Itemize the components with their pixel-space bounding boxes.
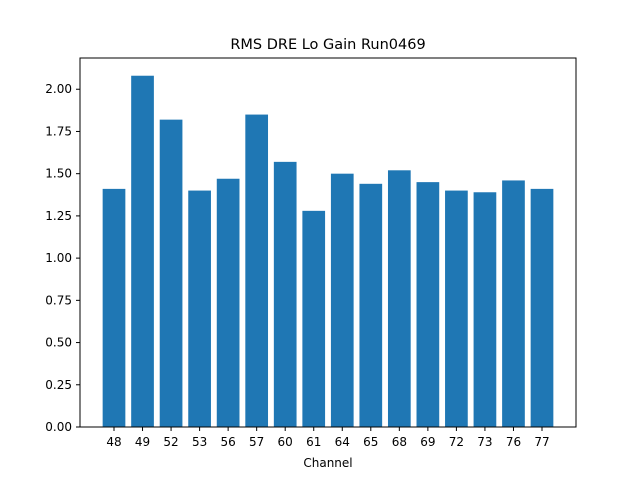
y-tick-label: 0.75 <box>45 293 72 307</box>
bar-channel-61 <box>302 210 326 427</box>
x-tick-label: 64 <box>335 435 350 449</box>
bar-channel-53 <box>188 190 211 427</box>
y-tick-label: 1.25 <box>45 209 72 223</box>
bar-channel-76 <box>502 180 525 427</box>
x-tick-label: 68 <box>392 435 407 449</box>
y-tick-label: 2.00 <box>45 82 72 96</box>
x-tick-label: 72 <box>449 435 464 449</box>
x-tick-label: 76 <box>506 435 521 449</box>
bar-channel-73 <box>473 192 497 427</box>
x-tick-label: 53 <box>192 435 207 449</box>
bar-channel-77 <box>530 188 554 427</box>
bar-channel-69 <box>416 182 440 427</box>
bar-channel-65 <box>359 183 383 427</box>
x-tick-label: 49 <box>135 435 150 449</box>
y-tick-label: 0.00 <box>45 420 72 434</box>
bar-channel-52 <box>159 119 183 427</box>
chart-title: RMS DRE Lo Gain Run0469 <box>230 37 425 53</box>
x-tick-label: 73 <box>477 435 492 449</box>
y-tick-label: 1.00 <box>45 251 72 265</box>
x-tick-label: 48 <box>106 435 121 449</box>
x-axis-ticks: 48 49 52 53 56 57 60 61 64 65 68 69 72 73 76 77 <box>106 427 550 449</box>
x-axis-label: Channel <box>303 456 352 470</box>
bar-channel-60 <box>273 161 297 428</box>
bar-channel-72 <box>445 190 468 427</box>
y-tick-label: 0.50 <box>45 336 72 350</box>
x-tick-label: 77 <box>534 435 549 449</box>
x-tick-label: 52 <box>163 435 178 449</box>
y-tick-label: 0.25 <box>45 378 72 392</box>
bar-channel-64 <box>330 173 354 427</box>
x-tick-label: 69 <box>420 435 435 449</box>
y-tick-label: 1.75 <box>45 124 72 138</box>
bars-group <box>102 75 554 428</box>
bar-channel-49 <box>131 75 154 427</box>
x-tick-label: 65 <box>363 435 378 449</box>
bar-channel-56 <box>216 178 240 427</box>
x-tick-label: 56 <box>220 435 235 449</box>
x-tick-label: 57 <box>249 435 264 449</box>
bar-channel-68 <box>387 170 411 428</box>
y-tick-label: 1.50 <box>45 167 72 181</box>
y-axis-ticks: 0.00 0.25 0.50 0.75 1.00 1.25 1.50 1.75 2.00 <box>45 82 80 434</box>
axes-frame <box>79 57 577 428</box>
x-tick-label: 61 <box>306 435 321 449</box>
bar-channel-48 <box>102 188 126 427</box>
x-tick-label: 60 <box>278 435 293 449</box>
bar-channel-57 <box>245 114 269 427</box>
